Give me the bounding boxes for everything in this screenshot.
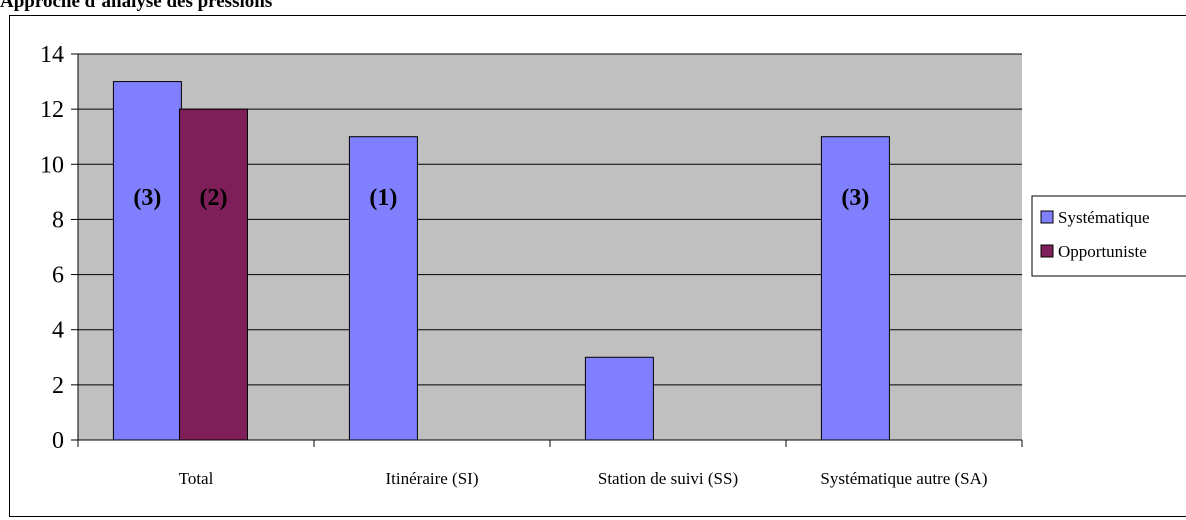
- data-label: (1): [369, 185, 397, 211]
- bar: [820, 136, 890, 441]
- legend-label: Systématique: [1058, 208, 1150, 227]
- legend-swatch: [1040, 244, 1054, 258]
- legend: Systématique Opportuniste: [1031, 195, 1186, 277]
- y-tick-label: 4: [52, 318, 64, 344]
- legend-label: Opportuniste: [1058, 242, 1147, 261]
- bar: [584, 356, 654, 441]
- chart-heading: Approche d’analyse des pressions: [0, 0, 273, 12]
- category-label: Systématique autre (SA): [820, 469, 987, 488]
- bar: [178, 108, 248, 441]
- category-label: Station de suivi (SS): [598, 469, 738, 488]
- legend-swatch: [1040, 210, 1054, 224]
- legend-box: [1031, 195, 1186, 277]
- data-label: (3): [841, 185, 869, 211]
- bar: [112, 81, 182, 441]
- x-category-labels: Total Itinéraire (SI) Station de suivi (SS…: [179, 469, 988, 488]
- y-tick-label: 2: [52, 373, 64, 399]
- bars-group: [112, 81, 890, 441]
- y-tick-label: 14: [40, 42, 64, 68]
- y-tick-labels: 0 2 4 6 8 10 12 14: [40, 42, 64, 454]
- axes-group: [71, 53, 1023, 447]
- y-tick-label: 0: [52, 428, 64, 454]
- category-label: Total: [179, 469, 214, 488]
- y-tick-label: 8: [52, 207, 64, 233]
- bar: [348, 136, 418, 441]
- y-tick-label: 12: [40, 97, 64, 123]
- data-label: (2): [199, 185, 227, 211]
- data-label: (3): [133, 185, 161, 211]
- y-tick-label: 10: [40, 152, 64, 178]
- category-label: Itinéraire (SI): [386, 469, 479, 488]
- y-tick-label: 6: [52, 263, 64, 289]
- data-labels: (3) (1) (3) (2): [133, 185, 869, 211]
